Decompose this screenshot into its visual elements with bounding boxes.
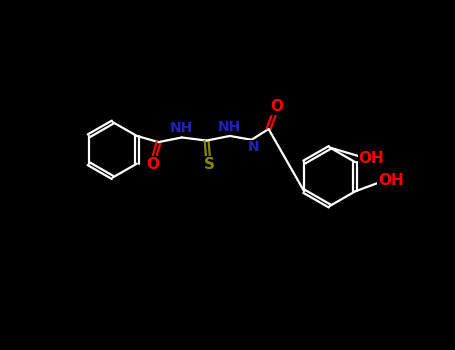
Text: S: S (204, 157, 215, 172)
Text: N: N (247, 140, 259, 154)
Text: NH: NH (218, 120, 242, 134)
Text: NH: NH (170, 121, 193, 135)
Text: O: O (146, 157, 159, 172)
Text: O: O (270, 99, 283, 114)
Text: OH: OH (359, 151, 384, 166)
Text: OH: OH (378, 173, 404, 188)
